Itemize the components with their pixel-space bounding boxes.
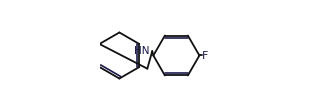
Text: F: F [202,51,209,60]
Text: HN: HN [134,46,149,56]
